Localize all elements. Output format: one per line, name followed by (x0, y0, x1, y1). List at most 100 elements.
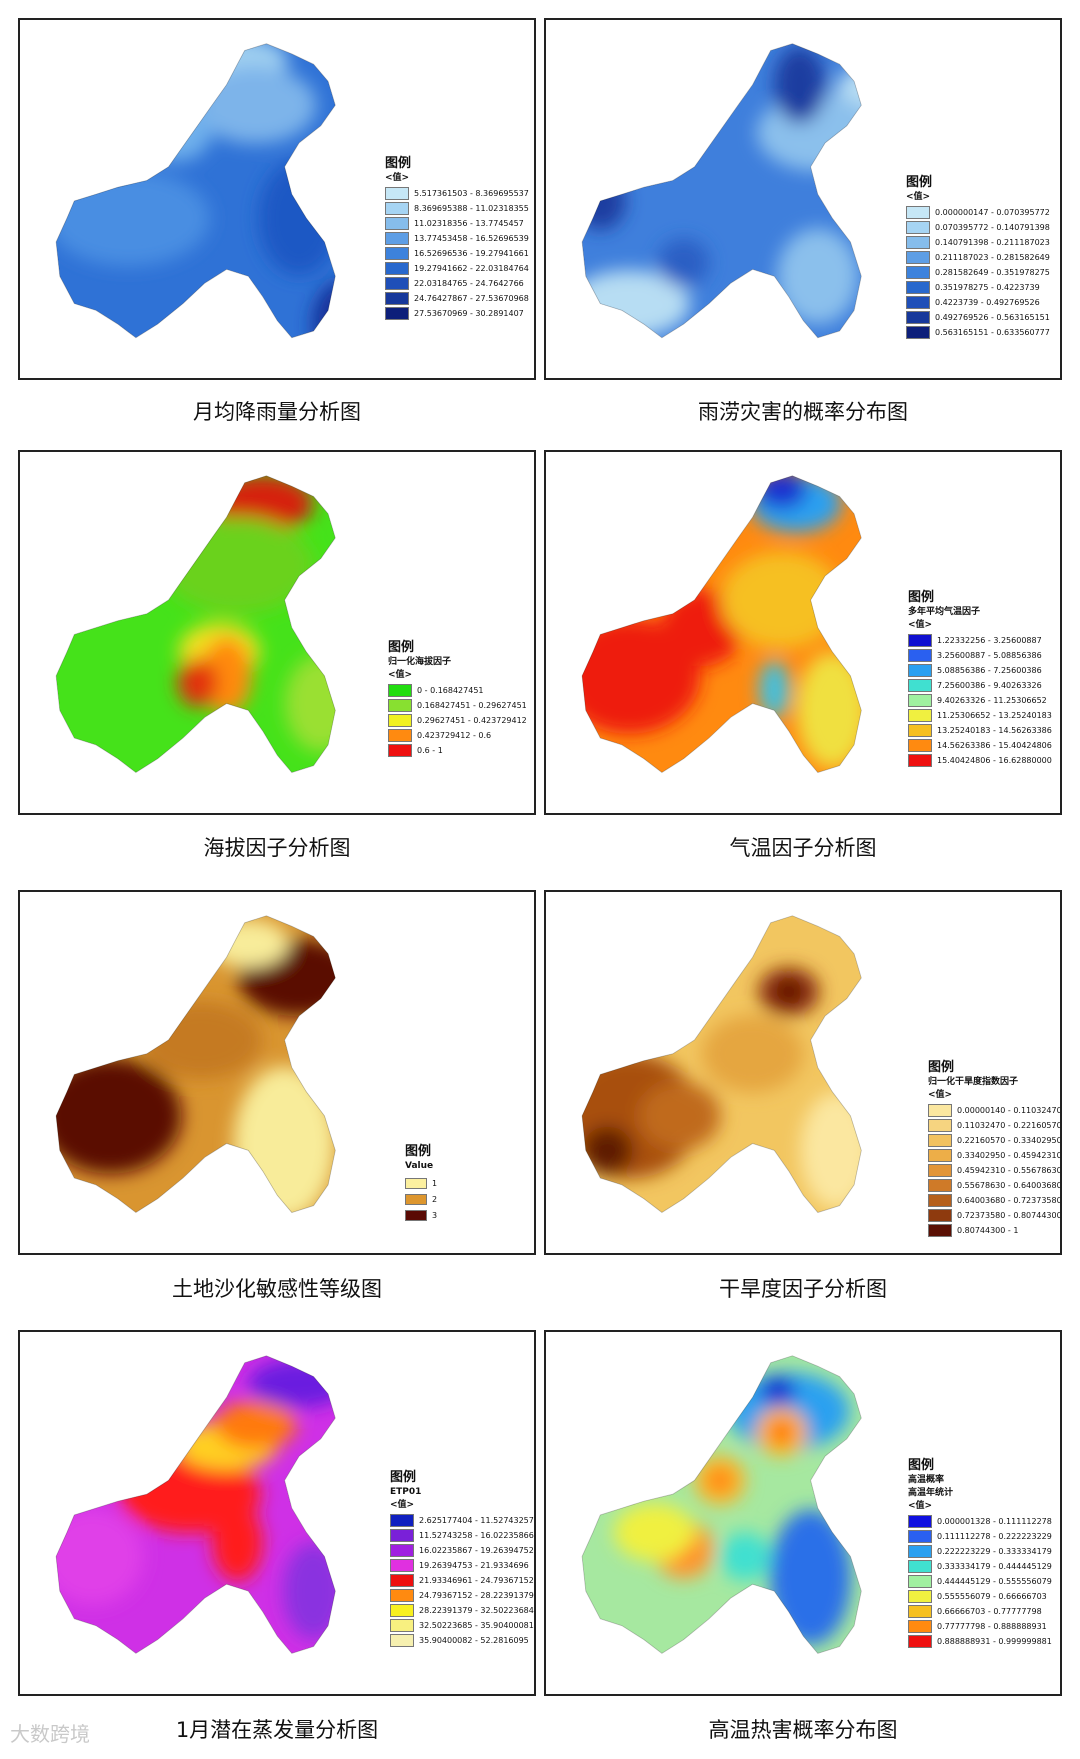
legend-swatch (908, 679, 932, 692)
flood-probability-map (581, 43, 862, 339)
drought-zone (582, 1126, 633, 1175)
legend-label: 7.25600386 - 9.40263326 (937, 681, 1042, 690)
legend-label: 8.369695388 - 11.02318355 (414, 204, 529, 213)
legend-label: 22.03184765 - 24.7642766 (414, 279, 524, 288)
legend-item: 5.08856386 - 7.25600386 (908, 664, 1052, 677)
legend-swatch (908, 1515, 932, 1528)
heat-probability-zone (719, 1532, 771, 1581)
legend-swatch (390, 1634, 414, 1647)
legend-subtitle: 高温概率 (908, 1475, 945, 1485)
legend-label: 1.22332256 - 3.25600887 (937, 636, 1042, 645)
legend-item: 15.40424806 - 16.62880000 (908, 754, 1052, 767)
legend-item: 0.77777798 - 0.888888931 (908, 1620, 1052, 1633)
legend-label: 0.492769526 - 0.563165151 (935, 313, 1050, 322)
drought-map (581, 915, 862, 1213)
legend-label: 0.11032470 - 0.22160570 (957, 1121, 1062, 1130)
legend-item: 19.26394753 - 21.9334696 (390, 1559, 534, 1572)
map-panel-rainfall: 图例 <值> 5.517361503 - 8.369695537 8.36969538… (18, 18, 536, 380)
legend-item: 0.140791398 - 0.211187023 (906, 236, 1050, 249)
elevation-zone (161, 517, 314, 614)
legend-subtitle: 归一化海拔因子 (388, 657, 452, 667)
legend-swatch (928, 1164, 952, 1177)
legend-label: 0.140791398 - 0.211187023 (935, 238, 1050, 247)
legend-swatch (928, 1119, 952, 1132)
caption-evaporation: 1月潜在蒸发量分析图 (175, 1718, 379, 1742)
legend-label: 2 (432, 1195, 438, 1204)
legend-swatch (390, 1514, 414, 1527)
legend-label: 24.76427867 - 27.53670968 (414, 294, 529, 303)
legend-item: 0.111112278 - 0.222223229 (908, 1530, 1052, 1543)
temperature-zone (759, 660, 790, 719)
legend-item: 0.888888931 - 0.999999881 (908, 1635, 1052, 1648)
legend-swatch (908, 649, 932, 662)
legend-title: 图例 (405, 1144, 432, 1159)
legend-subtitle: <值> (388, 670, 413, 680)
rainfall-zone (140, 103, 212, 162)
legend-item: 0.563165151 - 0.633560777 (906, 326, 1050, 339)
legend-swatch (908, 724, 932, 737)
legend-flood-probability: 图例 <值> 0.000000147 - 0.070395772 0.07039577… (906, 175, 1050, 339)
legend-item: 11.25306652 - 13.25240183 (908, 709, 1052, 722)
legend-label: 0.333334179 - 0.444445129 (937, 1562, 1052, 1571)
legend-title: 图例 (385, 156, 412, 171)
legend-item: 28.22391379 - 32.50223684 (390, 1604, 534, 1617)
legend-evaporation: 图例 ETP01 <值> 2.625177404 - 11.52743257 11.52… (390, 1470, 534, 1647)
legend-item: 0.281582649 - 0.351978275 (906, 266, 1050, 279)
drought-zone (639, 1082, 721, 1150)
legend-swatch (928, 1134, 952, 1147)
legend-label: 0.55678630 - 0.64003680 (957, 1181, 1062, 1190)
desertification-zone (207, 919, 289, 968)
evaporation-zone (56, 1508, 144, 1605)
legend-swatch (928, 1149, 952, 1162)
map-panel-flood-probability: 图例 <值> 0.000000147 - 0.070395772 0.07039577… (544, 18, 1062, 380)
legend-item: 0.72373580 - 0.80744300 (928, 1209, 1062, 1222)
caption-flood-probability: 雨涝灾害的概率分布图 (698, 400, 908, 424)
legend-item: 14.56263386 - 15.40424806 (908, 739, 1052, 752)
legend-subtitle: 多年平均气温因子 (908, 607, 981, 617)
evaporation-zone (212, 1503, 263, 1582)
legend-swatch (385, 292, 409, 305)
caption-temperature: 气温因子分析图 (729, 836, 877, 860)
legend-subtitle: <值> (908, 620, 933, 630)
temperature-zone (796, 652, 862, 769)
legend-swatch (405, 1210, 427, 1221)
legend-label: 0.168427451 - 0.29627451 (417, 701, 527, 710)
legend-item: 0.80744300 - 1 (928, 1224, 1060, 1237)
legend-swatch (385, 187, 409, 200)
legend-swatch (906, 296, 930, 309)
legend-label: 0.72373580 - 0.80744300 (957, 1211, 1062, 1220)
legend-swatch (385, 307, 409, 320)
legend-swatch (388, 729, 412, 742)
legend-item: 0.29627451 - 0.423729412 (388, 714, 527, 727)
legend-label: 0.888888931 - 0.999999881 (937, 1637, 1052, 1646)
legend-swatch (928, 1194, 952, 1207)
legend-item: 0.000001328 - 0.111112278 (908, 1515, 1052, 1528)
legend-label: 0.563165151 - 0.633560777 (935, 328, 1050, 337)
legend-label: 0.66666703 - 0.77777798 (937, 1607, 1042, 1616)
legend-swatch (390, 1604, 414, 1617)
legend-label: 0.80744300 - 1 (957, 1226, 1019, 1235)
legend-subtitle: <值> (390, 1500, 415, 1510)
legend-item: 0.11032470 - 0.22160570 (928, 1119, 1062, 1132)
heat-probability-zone (760, 1375, 796, 1405)
legend-item: 0.64003680 - 0.72373580 (928, 1194, 1060, 1207)
rainfall-zone (312, 281, 336, 338)
caption-desertification: 土地沙化敏感性等级图 (172, 1277, 382, 1301)
legend-title: 图例 (908, 1458, 935, 1473)
legend-swatch (906, 236, 930, 249)
legend-item: 0 - 0.168427451 (388, 684, 527, 697)
legend-item: 0.423729412 - 0.6 (388, 729, 527, 742)
legend-label: 24.79367152 - 28.22391379 (419, 1591, 534, 1600)
legend-item: 0.351978275 - 0.4223739 (906, 281, 1050, 294)
legend-subtitle: 归一化干旱度指数因子 (928, 1077, 1019, 1087)
legend-item: 19.27941662 - 22.03184764 (385, 262, 529, 275)
legend-swatch (405, 1194, 427, 1205)
legend-label: 0.6 - 1 (417, 746, 443, 755)
legend-label: 0.444445129 - 0.555556079 (937, 1577, 1052, 1586)
legend-swatch (908, 1545, 932, 1558)
legend-label: 3 (432, 1211, 438, 1220)
legend-label: 0.4223739 - 0.492769526 (935, 298, 1040, 307)
legend-swatch (388, 684, 412, 697)
legend-item: 16.52696536 - 19.27941661 (385, 247, 529, 260)
legend-label: 0.33402950 - 0.45942310 (957, 1151, 1062, 1160)
